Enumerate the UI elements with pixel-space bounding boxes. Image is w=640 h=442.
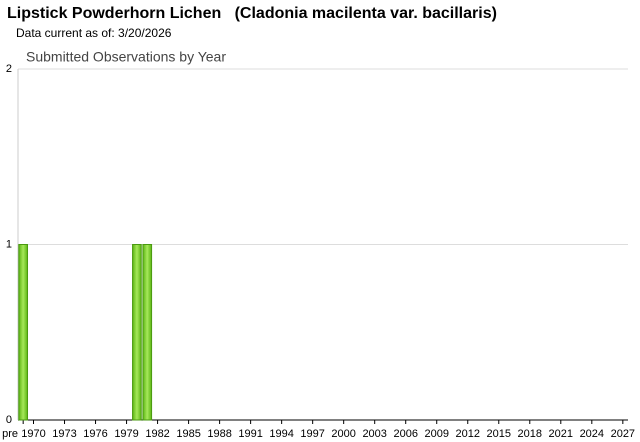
bar: [132, 244, 142, 421]
x-tick-label: 2027: [611, 428, 635, 440]
bar: [18, 244, 29, 421]
x-tick-label: 1970: [21, 428, 45, 440]
x-tick-label: 1979: [114, 428, 138, 440]
bar: [142, 244, 153, 421]
x-tick-label: 2009: [424, 428, 448, 440]
y-tick-label: 0: [6, 414, 12, 426]
page-subtitle: Data current as of: 3/20/2026: [16, 26, 172, 40]
x-tick-label: 2015: [487, 428, 511, 440]
x-tick-label: 2006: [393, 428, 417, 440]
x-tick-label: 2000: [331, 428, 355, 440]
x-tick-label: 2018: [518, 428, 542, 440]
x-tick-label: 2012: [456, 428, 480, 440]
x-tick-label: 1985: [176, 428, 200, 440]
y-tick-label: 1: [6, 238, 12, 250]
x-tick-label: 2021: [549, 428, 573, 440]
x-tick-label: 2024: [580, 428, 604, 440]
x-tick-label: 2003: [362, 428, 386, 440]
x-tick-label: pre: [2, 428, 18, 440]
page-title: Lipstick Powderhorn Lichen (Cladonia mac…: [7, 5, 497, 22]
x-tick-label: 1997: [300, 428, 324, 440]
chart-title: Submitted Observations by Year: [26, 49, 226, 65]
x-tick-label: 1976: [83, 428, 107, 440]
x-tick-label: 1988: [207, 428, 231, 440]
x-tick-label: 1994: [269, 428, 293, 440]
x-tick-label: 1982: [145, 428, 169, 440]
x-tick-label: 1973: [52, 428, 76, 440]
y-tick-label: 2: [6, 63, 12, 75]
x-tick-label: 1991: [238, 428, 262, 440]
